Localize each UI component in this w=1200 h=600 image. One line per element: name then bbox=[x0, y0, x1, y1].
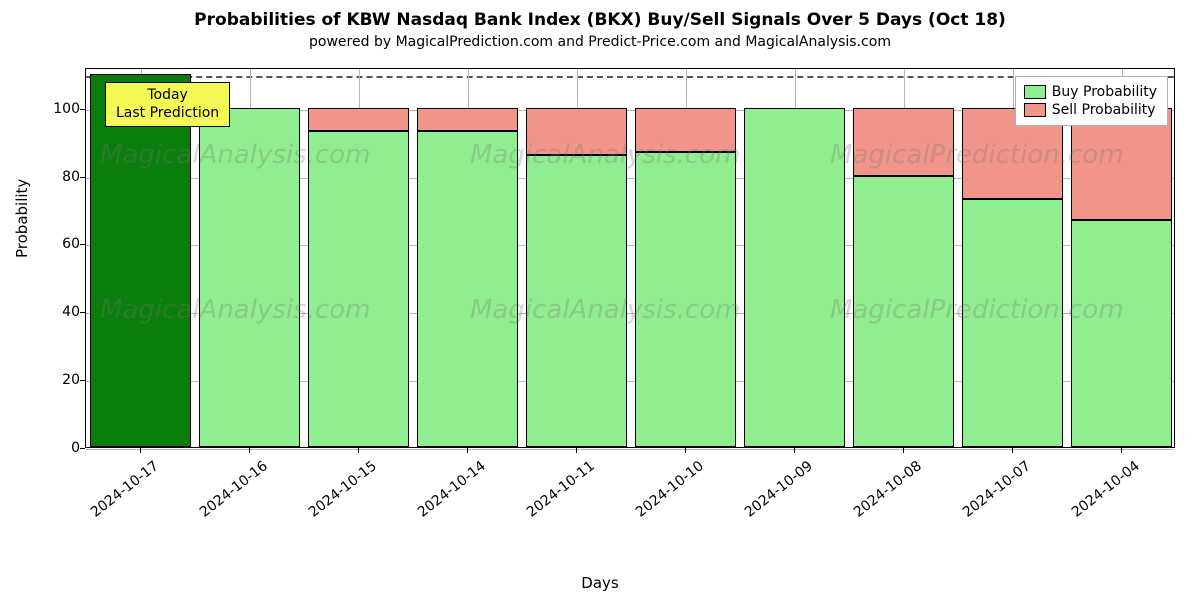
ytick-label: 20 bbox=[40, 372, 80, 388]
ytick-mark bbox=[80, 244, 85, 245]
xtick-label: 2024-10-07 bbox=[945, 458, 1034, 532]
legend-label: Buy Probability bbox=[1052, 84, 1157, 100]
bar-sell bbox=[526, 108, 626, 156]
xtick-label: 2024-10-10 bbox=[618, 458, 707, 532]
y-axis-label: Probability bbox=[13, 179, 31, 258]
chart-subtitle: powered by MagicalPrediction.com and Pre… bbox=[0, 30, 1200, 50]
bar-buy bbox=[526, 155, 626, 447]
bar-buy bbox=[308, 131, 408, 447]
legend-label: Sell Probability bbox=[1052, 102, 1156, 118]
bar bbox=[417, 69, 517, 447]
xtick-label: 2024-10-08 bbox=[836, 458, 925, 532]
ytick-mark bbox=[80, 448, 85, 449]
today-callout: Today Last Prediction bbox=[105, 82, 230, 127]
xtick-label: 2024-10-15 bbox=[291, 458, 380, 532]
ytick-label: 0 bbox=[40, 440, 80, 456]
legend-item: Sell Probability bbox=[1024, 101, 1157, 119]
plot-area bbox=[85, 68, 1175, 448]
callout-line2: Last Prediction bbox=[116, 105, 219, 123]
legend-item: Buy Probability bbox=[1024, 83, 1157, 101]
bar-sell bbox=[635, 108, 735, 152]
xtick-mark bbox=[467, 448, 468, 453]
xtick-mark bbox=[140, 448, 141, 453]
xtick-mark bbox=[1012, 448, 1013, 453]
ytick-label: 40 bbox=[40, 304, 80, 320]
bar-buy bbox=[1071, 220, 1171, 447]
bar bbox=[635, 69, 735, 447]
xtick-label: 2024-10-16 bbox=[182, 458, 271, 532]
bar-buy bbox=[199, 108, 299, 447]
x-axis-label: Days bbox=[0, 574, 1200, 592]
xtick-mark bbox=[1121, 448, 1122, 453]
ytick-mark bbox=[80, 177, 85, 178]
callout-line1: Today bbox=[116, 87, 219, 105]
ytick-label: 60 bbox=[40, 236, 80, 252]
xtick-label: 2024-10-09 bbox=[727, 458, 816, 532]
xtick-mark bbox=[903, 448, 904, 453]
xtick-label: 2024-10-14 bbox=[400, 458, 489, 532]
bar-buy bbox=[853, 176, 953, 447]
bar-sell bbox=[417, 108, 517, 132]
bar bbox=[744, 69, 844, 447]
bar-buy bbox=[744, 108, 844, 447]
bar-sell bbox=[308, 108, 408, 132]
bar bbox=[526, 69, 626, 447]
bar bbox=[853, 69, 953, 447]
xtick-mark bbox=[358, 448, 359, 453]
legend-swatch bbox=[1024, 85, 1046, 99]
bar-sell bbox=[853, 108, 953, 176]
legend-swatch bbox=[1024, 103, 1046, 117]
ytick-label: 100 bbox=[40, 101, 80, 117]
xtick-label: 2024-10-11 bbox=[509, 458, 598, 532]
bar-buy bbox=[417, 131, 517, 447]
bar-buy bbox=[635, 152, 735, 447]
xtick-label: 2024-10-17 bbox=[73, 458, 162, 532]
ytick-mark bbox=[80, 312, 85, 313]
xtick-mark bbox=[794, 448, 795, 453]
xtick-mark bbox=[576, 448, 577, 453]
ytick-mark bbox=[80, 380, 85, 381]
xtick-mark bbox=[685, 448, 686, 453]
bar-highlight bbox=[90, 74, 190, 447]
xtick-mark bbox=[249, 448, 250, 453]
chart-title: Probabilities of KBW Nasdaq Bank Index (… bbox=[0, 0, 1200, 30]
bar-buy bbox=[962, 199, 1062, 447]
bar bbox=[308, 69, 408, 447]
legend: Buy Probability Sell Probability bbox=[1015, 76, 1168, 126]
ytick-mark bbox=[80, 109, 85, 110]
ytick-label: 80 bbox=[40, 169, 80, 185]
xtick-label: 2024-10-04 bbox=[1054, 458, 1143, 532]
